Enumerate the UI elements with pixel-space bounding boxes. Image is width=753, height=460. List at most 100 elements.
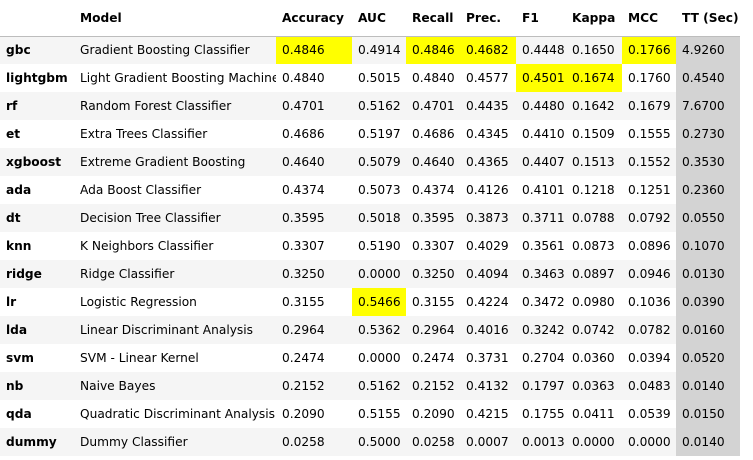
- kappa-cell: 0.1674: [566, 64, 622, 92]
- accuracy-cell: 0.4840: [276, 64, 352, 92]
- precision-cell: 0.3731: [460, 344, 516, 372]
- auc-cell: 0.5079: [352, 148, 406, 176]
- f1-cell: 0.1797: [516, 372, 566, 400]
- model-name: K Neighbors Classifier: [74, 232, 276, 260]
- f1-cell: 0.0013: [516, 428, 566, 456]
- accuracy-cell: 0.4846: [276, 36, 352, 64]
- auc-cell: 0.5155: [352, 400, 406, 428]
- kappa-cell: 0.1513: [566, 148, 622, 176]
- kappa-cell: 0.1509: [566, 120, 622, 148]
- row-index: lda: [0, 316, 74, 344]
- table-row: dummy Dummy Classifier 0.0258 0.5000 0.0258 0…: [0, 428, 740, 456]
- precision-cell: 0.0007: [460, 428, 516, 456]
- tt-sec-cell: 0.0390: [676, 288, 740, 316]
- kappa-header: Kappa: [566, 0, 622, 37]
- precision-cell: 0.3873: [460, 204, 516, 232]
- auc-cell: 0.5015: [352, 64, 406, 92]
- accuracy-cell: 0.2474: [276, 344, 352, 372]
- recall-cell: 0.4686: [406, 120, 460, 148]
- precision-cell: 0.4029: [460, 232, 516, 260]
- accuracy-cell: 0.4640: [276, 148, 352, 176]
- mcc-cell: 0.1766: [622, 36, 676, 64]
- accuracy-cell: 0.4374: [276, 176, 352, 204]
- model-header: Model: [74, 0, 276, 37]
- model-name: Linear Discriminant Analysis: [74, 316, 276, 344]
- table-row: svm SVM - Linear Kernel 0.2474 0.0000 0.2474…: [0, 344, 740, 372]
- model-name: Gradient Boosting Classifier: [74, 36, 276, 64]
- precision-cell: 0.4345: [460, 120, 516, 148]
- f1-cell: 0.4101: [516, 176, 566, 204]
- kappa-cell: 0.0742: [566, 316, 622, 344]
- table-row: dt Decision Tree Classifier 0.3595 0.5018 0.…: [0, 204, 740, 232]
- recall-cell: 0.3307: [406, 232, 460, 260]
- accuracy-cell: 0.2090: [276, 400, 352, 428]
- auc-cell: 0.5000: [352, 428, 406, 456]
- table-row: xgboost Extreme Gradient Boosting 0.4640 0.…: [0, 148, 740, 176]
- tt-sec-cell: 0.0130: [676, 260, 740, 288]
- precision-cell: 0.4132: [460, 372, 516, 400]
- recall-cell: 0.2474: [406, 344, 460, 372]
- kappa-cell: 0.0873: [566, 232, 622, 260]
- f1-cell: 0.1755: [516, 400, 566, 428]
- model-name: Random Forest Classifier: [74, 92, 276, 120]
- accuracy-cell: 0.2152: [276, 372, 352, 400]
- model-name: Dummy Classifier: [74, 428, 276, 456]
- kappa-cell: 0.0788: [566, 204, 622, 232]
- table-row: rf Random Forest Classifier 0.4701 0.5162 0.…: [0, 92, 740, 120]
- auc-cell: 0.5018: [352, 204, 406, 232]
- accuracy-header: Accuracy: [276, 0, 352, 37]
- f1-cell: 0.4501: [516, 64, 566, 92]
- model-name: Extreme Gradient Boosting: [74, 148, 276, 176]
- recall-cell: 0.3595: [406, 204, 460, 232]
- kappa-cell: 0.1650: [566, 36, 622, 64]
- tt-sec-cell: 7.6700: [676, 92, 740, 120]
- row-index: dummy: [0, 428, 74, 456]
- tt-sec-cell: 0.1070: [676, 232, 740, 260]
- mcc-cell: 0.0483: [622, 372, 676, 400]
- tt-sec-cell: 0.0150: [676, 400, 740, 428]
- f1-header: F1: [516, 0, 566, 37]
- f1-cell: 0.3472: [516, 288, 566, 316]
- kappa-cell: 0.1642: [566, 92, 622, 120]
- model-name: Decision Tree Classifier: [74, 204, 276, 232]
- recall-cell: 0.4701: [406, 92, 460, 120]
- table-body: gbc Gradient Boosting Classifier 0.4846 0.4…: [0, 36, 740, 456]
- accuracy-cell: 0.3155: [276, 288, 352, 316]
- table-row: lda Linear Discriminant Analysis 0.2964 0.5…: [0, 316, 740, 344]
- f1-cell: 0.4407: [516, 148, 566, 176]
- f1-cell: 0.4410: [516, 120, 566, 148]
- row-index: ridge: [0, 260, 74, 288]
- tt-sec-cell: 0.0550: [676, 204, 740, 232]
- accuracy-cell: 0.4686: [276, 120, 352, 148]
- recall-cell: 0.4640: [406, 148, 460, 176]
- f1-cell: 0.4448: [516, 36, 566, 64]
- precision-cell: 0.4126: [460, 176, 516, 204]
- kappa-cell: 0.0411: [566, 400, 622, 428]
- tt-sec-cell: 0.0140: [676, 428, 740, 456]
- precision-cell: 0.4577: [460, 64, 516, 92]
- mcc-cell: 0.1760: [622, 64, 676, 92]
- f1-cell: 0.3711: [516, 204, 566, 232]
- recall-cell: 0.3155: [406, 288, 460, 316]
- model-name: Naive Bayes: [74, 372, 276, 400]
- header-row: Model Accuracy AUC Recall Prec. F1 Kappa…: [0, 0, 740, 37]
- row-index: knn: [0, 232, 74, 260]
- auc-cell: 0.5190: [352, 232, 406, 260]
- precision-cell: 0.4365: [460, 148, 516, 176]
- table-header: Model Accuracy AUC Recall Prec. F1 Kappa…: [0, 0, 740, 37]
- table-row: knn K Neighbors Classifier 0.3307 0.5190 0.3…: [0, 232, 740, 260]
- recall-cell: 0.4840: [406, 64, 460, 92]
- model-name: SVM - Linear Kernel: [74, 344, 276, 372]
- auc-cell: 0.0000: [352, 344, 406, 372]
- kappa-cell: 0.0363: [566, 372, 622, 400]
- mcc-cell: 0.1679: [622, 92, 676, 120]
- accuracy-cell: 0.3307: [276, 232, 352, 260]
- table-row: lightgbm Light Gradient Boosting Machine 0…: [0, 64, 740, 92]
- mcc-cell: 0.0946: [622, 260, 676, 288]
- row-index: lr: [0, 288, 74, 316]
- index-header: [0, 0, 74, 37]
- auc-cell: 0.5162: [352, 372, 406, 400]
- model-comparison-table: Model Accuracy AUC Recall Prec. F1 Kappa…: [0, 0, 740, 456]
- mcc-cell: 0.1555: [622, 120, 676, 148]
- recall-cell: 0.0258: [406, 428, 460, 456]
